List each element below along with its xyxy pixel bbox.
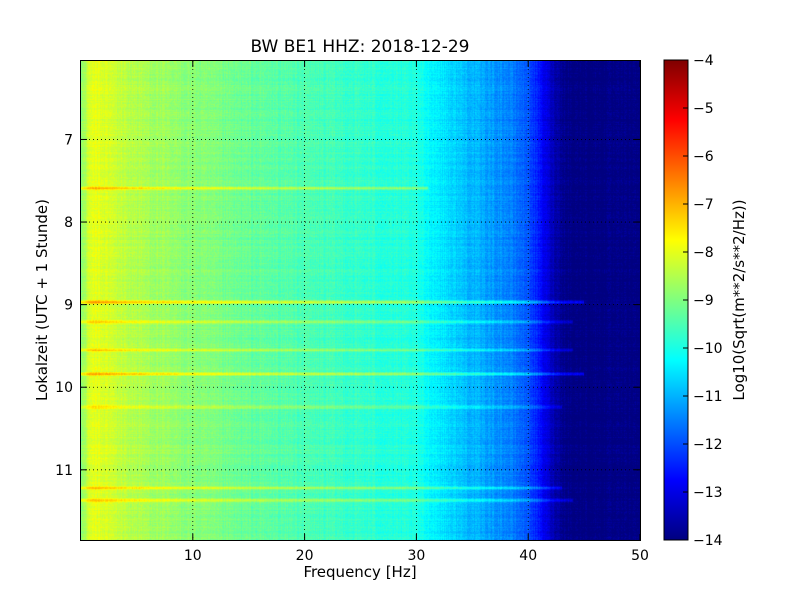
y-tick-label: 9 xyxy=(64,298,73,314)
chart-title: BW BE1 HHZ: 2018-12-29 xyxy=(250,37,469,57)
x-axis-label: Frequency [Hz] xyxy=(303,563,416,581)
colorbar-tick-label: −6 xyxy=(693,149,714,165)
colorbar: −4 −5 −6 −7 −8 −9 −10 −11 −12 −13 −14 Log10(Sqrt(m… xyxy=(663,53,748,549)
colorbar-tick-label: −5 xyxy=(693,101,714,117)
y-tick-label: 8 xyxy=(64,215,73,231)
colorbar-tick-label: −8 xyxy=(693,245,714,261)
heatmap-plot-area xyxy=(81,61,640,540)
plot-frame xyxy=(80,60,641,541)
x-tick-label: 30 xyxy=(407,548,425,564)
y-tick-label: 10 xyxy=(55,380,73,396)
x-axis-ticks: 10 20 30 40 50 xyxy=(184,61,649,564)
colorbar-ticks: −4 −5 −6 −7 −8 −9 −10 −11 −12 −13 −14 xyxy=(683,53,723,549)
colorbar-tick-label: −11 xyxy=(693,389,723,405)
colorbar-tick-label: −14 xyxy=(693,533,723,549)
colorbar-tick-label: −10 xyxy=(693,341,723,357)
colorbar-tick-label: −7 xyxy=(693,197,714,213)
y-tick-label: 7 xyxy=(64,132,73,148)
colorbar-label: Log10(Sqrt(m**2/s**2/Hz)) xyxy=(730,199,748,400)
x-tick-label: 40 xyxy=(519,548,537,564)
colorbar-tick-label: −12 xyxy=(693,437,723,453)
colorbar-tick-label: −4 xyxy=(693,53,714,69)
colorbar-tick-label: −13 xyxy=(693,485,723,501)
y-axis-label: Lokalzeit (UTC + 1 Stunde) xyxy=(33,199,51,401)
x-tick-label: 20 xyxy=(296,548,314,564)
y-tick-label: 11 xyxy=(55,463,73,479)
x-tick-label: 10 xyxy=(184,548,202,564)
colorbar-tick-label: −9 xyxy=(693,293,714,309)
x-tick-label: 50 xyxy=(631,548,649,564)
spectrogram-heatmap xyxy=(81,61,640,540)
y-axis-ticks: 7 8 9 10 11 xyxy=(55,132,640,479)
